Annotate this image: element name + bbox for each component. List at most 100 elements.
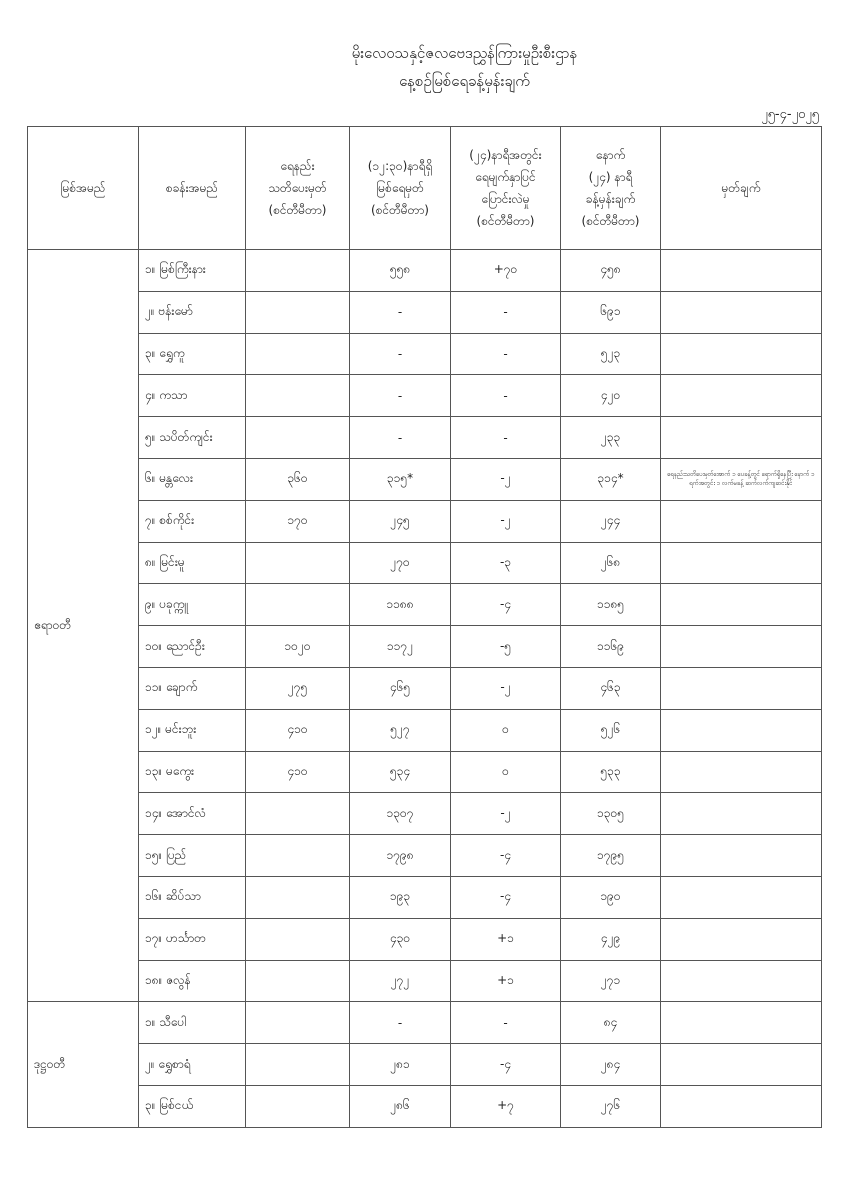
change-cell: -: [450, 290, 561, 334]
remark-cell: [660, 249, 822, 292]
warning-cell: [245, 1001, 350, 1045]
warning-cell: ၄၁၀: [245, 750, 350, 794]
forecast-cell: ၁၇၉၅: [560, 834, 661, 877]
level-cell: -: [349, 332, 451, 376]
warning-cell: [245, 249, 350, 292]
forecast-cell: ၂၇၁: [560, 959, 661, 1003]
forecast-cell: ၂၄၄: [560, 499, 661, 543]
forecast-cell: ၁၃၀၅: [560, 792, 661, 836]
station-cell: ၈။ မြင်းမူ: [138, 541, 246, 585]
table-row: ၁၇။ ဟင်္သာတ ၄၃၀ +၁ ၄၂၉: [28, 917, 822, 961]
warning-cell: [245, 374, 350, 418]
forecast-cell: ၂၃၃: [560, 416, 661, 459]
remark-cell: [660, 499, 822, 543]
forecast-cell: ၂၆၈: [560, 541, 661, 585]
station-cell: ၁၃။ မကွေး: [138, 750, 246, 794]
station-cell: ၅။ သပိတ်ကျင်း: [138, 416, 246, 459]
header-level: (၁၂:၃၀)နာရီရှိ မြစ်ရေမှတ် (စင်တီမီတာ): [349, 126, 451, 250]
station-cell: ၄။ ကသာ: [138, 374, 246, 418]
table-row: ဒုဋ္ဌဝတီ ၁။ သီပေါ - -၈၄: [27, 1001, 822, 1128]
warning-cell: [245, 917, 350, 961]
change-cell: -၅: [450, 625, 561, 668]
change-cell: ၀: [450, 750, 561, 794]
forecast-cell: ၄၂၉: [560, 917, 661, 961]
station-cell: ၁၄။ အောင်လံ: [138, 792, 246, 836]
change-cell: ၀: [450, 708, 561, 752]
level-cell: ၁၇၉၈: [349, 834, 451, 877]
forecast-cell: ၂၈၄: [560, 1043, 661, 1086]
station-cell: ၁၀။ ညောင်ဦး: [138, 625, 246, 668]
header-line: ရေနည်း: [280, 159, 315, 173]
change-cell: -၄: [450, 834, 561, 877]
table-row: ၁၄။ အောင်လံ ၁၃၀၇ -၂ ၁၃၀၅: [28, 792, 822, 836]
change-cell: -: [450, 374, 561, 418]
table-row: ၇။ စစ်ကိုင်း ၁၇၀ ၂၄၅ -၂ ၂၄၄: [28, 499, 822, 543]
remark-cell: [660, 834, 822, 877]
table-row: ၅။ သပိတ်ကျင်း - -၂၃၃: [28, 416, 822, 459]
level-cell: ၁၁၈၈: [349, 583, 451, 627]
header-warning: ရေနည်း သတိပေးမှတ် (စင်တီမီတာ): [245, 126, 350, 250]
level-cell: ၂၇၂: [349, 959, 451, 1003]
header-line: (စင်တီမီတာ): [476, 214, 535, 228]
table-row: ၁၆။ ဆိပ်သာ ၁၉၃ -၄ ၁၉၀: [28, 875, 822, 919]
header-line: ခန့်မှန်းချက်: [585, 192, 636, 206]
level-cell: -: [349, 1001, 451, 1045]
table-row: ၁၈။ ဇလွန် ၂၇၂ +၁ ၂၇၁: [28, 959, 822, 1003]
report-date: ၂၅-၄-၂၀၂၅: [761, 107, 819, 122]
table-row: ၂။ ရွှေစာရံ ၂၈၁ -၄ ၂၈၄: [28, 1043, 822, 1086]
station-cell: ၂။ ရွှေစာရံ: [138, 1043, 246, 1086]
level-cell: -: [349, 416, 451, 459]
remark-cell: [660, 625, 822, 668]
table-row: ၄။ ကသာ - -၄၂၀: [28, 374, 822, 418]
level-cell: ၂၈၁: [349, 1043, 451, 1086]
remark-cell: [660, 666, 822, 710]
warning-cell: [245, 959, 350, 1003]
level-cell: ၁၉၃: [349, 875, 451, 919]
header-line: နောက်: [595, 148, 626, 162]
header-line: (စင်တီမီတာ): [268, 203, 327, 217]
remark-cell: [660, 541, 822, 585]
level-cell: -: [349, 290, 451, 334]
change-cell: -: [450, 1001, 561, 1045]
level-cell: ၅၃၄: [349, 750, 451, 794]
change-cell: -၄: [450, 875, 561, 919]
table-row: ၆။ မန္တလေး ၃၆၀ ၃၁၅* -၂ ၃၁၄* ရေနည်းသတိပေးမှတ်အ…: [28, 457, 822, 501]
header-row: မြစ်အမည် စခန်းအမည် ရေနည်း သတိပေးမှတ် (စင်တ…: [27, 126, 822, 250]
warning-cell: [245, 583, 350, 627]
forecast-cell: ၅၂၃: [560, 332, 661, 376]
header-line: ပြောင်းလဲမှု: [481, 192, 530, 206]
warning-cell: [245, 792, 350, 836]
remark-cell: ရေနည်းသတိပေးမှတ်အောက် ၁ ပေခန့်တွင် ရောက်…: [660, 457, 822, 501]
remark-cell: [660, 416, 822, 459]
station-cell: ၃။ ရွှေကူ: [138, 332, 246, 376]
station-cell: ၁၁။ ချောက်: [138, 666, 246, 710]
table-row: ၃။ မြစ်ငယ် ၂၈၆ +၇ ၂၇၆: [28, 1084, 822, 1128]
forecast-cell: ၄၂၀: [560, 374, 661, 418]
change-cell: -: [450, 416, 561, 459]
remark-cell: [660, 1084, 822, 1128]
forecast-cell: ၁၁၈၅: [560, 583, 661, 627]
remark-cell: [660, 290, 822, 334]
table-row: ၁၅။ ပြည် ၁၇၉၈ -၄ ၁၇၉၅: [28, 834, 822, 877]
table-row: ၁၀။ ညောင်ဦး ၁၀၂၀ ၁၁၇၂ -၅ ၁၁၆၉: [28, 625, 822, 668]
header-station: စခန်းအမည်: [138, 126, 246, 250]
change-cell: -၃: [450, 541, 561, 585]
change-cell: +၁: [450, 959, 561, 1003]
forecast-cell: ၄၆၃: [560, 666, 661, 710]
header-line: (၂၄) နာရီ: [588, 170, 633, 184]
document-title: မိုးလေဝသနှင့်ဇလဗေဒညွှန်ကြားမှုဦးစီးဌာန: [351, 44, 578, 62]
warning-cell: [245, 290, 350, 334]
remark-cell: [660, 583, 822, 627]
change-cell: -၂: [450, 499, 561, 543]
level-cell: ၂၈၆: [349, 1084, 451, 1128]
river-forecast-table: မြစ်အမည် စခန်းအမည် ရေနည်း သတိပေးမှတ် (စင်တ…: [27, 126, 822, 1128]
station-cell: ၂။ ဗန်းမော်: [138, 290, 246, 334]
station-cell: ၁၇။ ဟင်္သာတ: [138, 917, 246, 961]
remark-cell: [660, 750, 822, 794]
warning-cell: [245, 875, 350, 919]
remark-cell: [660, 332, 822, 376]
table-row: ၁၂။ မင်းဘူး ၄၁၀ ၅၂၇၀၅၂၆: [28, 708, 822, 752]
warning-cell: ၁၇၀: [245, 499, 350, 543]
warning-cell: ၄၁၀: [245, 708, 350, 752]
level-cell: ၁၁၇၂: [349, 625, 451, 668]
